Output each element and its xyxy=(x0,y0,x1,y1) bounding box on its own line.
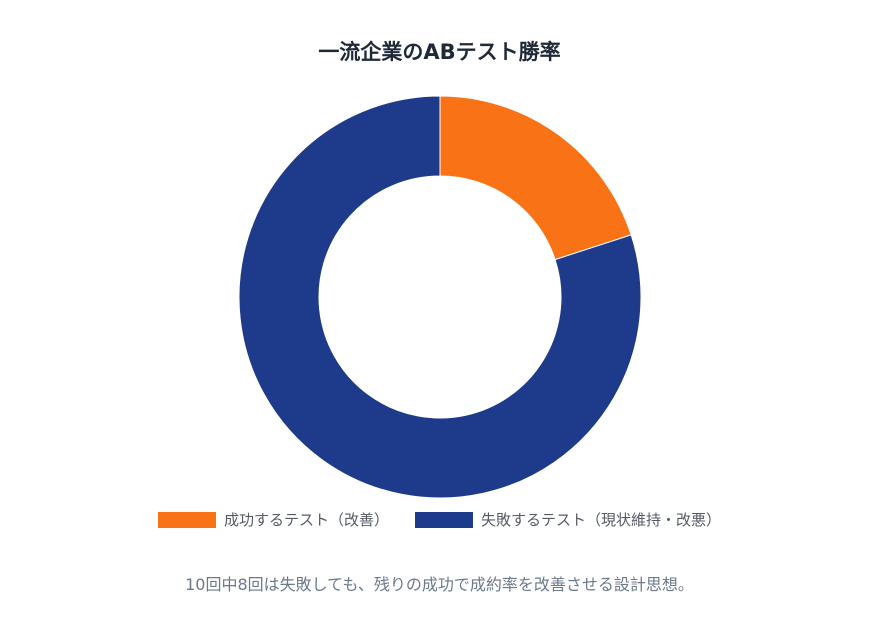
chart-caption: 10回中8回は失敗しても、残りの成功で成約率を改善させる設計思想。 xyxy=(185,575,694,594)
legend-swatch-failure xyxy=(415,512,473,528)
legend-item-failure[interactable]: 失敗するテスト（現状維持・改悪） xyxy=(415,510,721,530)
legend: 成功するテスト（改善） 失敗するテスト（現状維持・改悪） xyxy=(0,510,879,530)
legend-item-success[interactable]: 成功するテスト（改善） xyxy=(157,510,389,530)
slice-failure[interactable] xyxy=(238,95,642,499)
chart-title: 一流企業のABテスト勝率 xyxy=(318,40,561,64)
legend-label-failure: 失敗するテスト（現状維持・改悪） xyxy=(481,511,722,529)
legend-label-success: 成功するテスト（改善） xyxy=(223,511,389,529)
legend-swatch-success xyxy=(157,512,216,528)
slice-success[interactable] xyxy=(439,95,632,261)
